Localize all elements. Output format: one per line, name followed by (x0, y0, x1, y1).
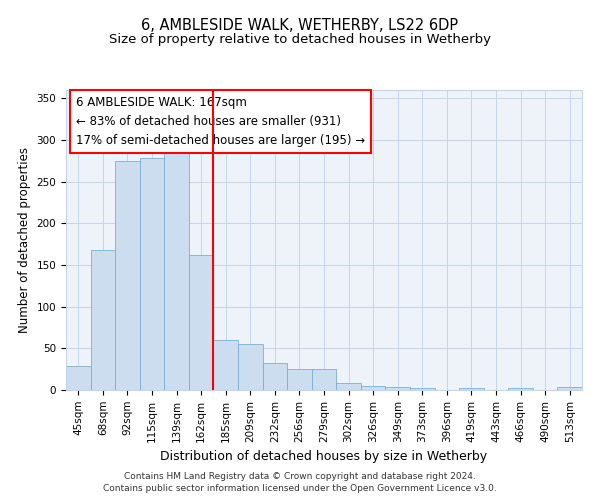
Bar (238, 344, 263, 390)
Bar (263, 362, 287, 390)
Text: Contains public sector information licensed under the Open Government Licence v3: Contains public sector information licen… (103, 484, 497, 493)
Text: Contains HM Land Registry data © Crown copyright and database right 2024.: Contains HM Land Registry data © Crown c… (124, 472, 476, 481)
Bar (189, 255, 214, 390)
Bar (66, 366, 91, 390)
Bar (312, 369, 336, 390)
Bar (287, 369, 312, 390)
Bar (140, 158, 164, 390)
Bar (459, 388, 484, 390)
Bar (164, 148, 189, 390)
Bar (410, 388, 434, 390)
X-axis label: Distribution of detached houses by size in Wetherby: Distribution of detached houses by size … (160, 450, 488, 463)
Text: Size of property relative to detached houses in Wetherby: Size of property relative to detached ho… (109, 32, 491, 46)
Bar (91, 250, 115, 390)
Text: 6 AMBLESIDE WALK: 167sqm
← 83% of detached houses are smaller (931)
17% of semi-: 6 AMBLESIDE WALK: 167sqm ← 83% of detach… (76, 96, 365, 147)
Bar (385, 386, 410, 390)
Text: 6, AMBLESIDE WALK, WETHERBY, LS22 6DP: 6, AMBLESIDE WALK, WETHERBY, LS22 6DP (142, 18, 458, 32)
Bar (361, 386, 385, 390)
Y-axis label: Number of detached properties: Number of detached properties (18, 147, 31, 333)
Bar (508, 388, 533, 390)
Bar (214, 340, 238, 390)
Bar (115, 161, 140, 390)
Bar (336, 382, 361, 390)
Bar (557, 386, 582, 390)
